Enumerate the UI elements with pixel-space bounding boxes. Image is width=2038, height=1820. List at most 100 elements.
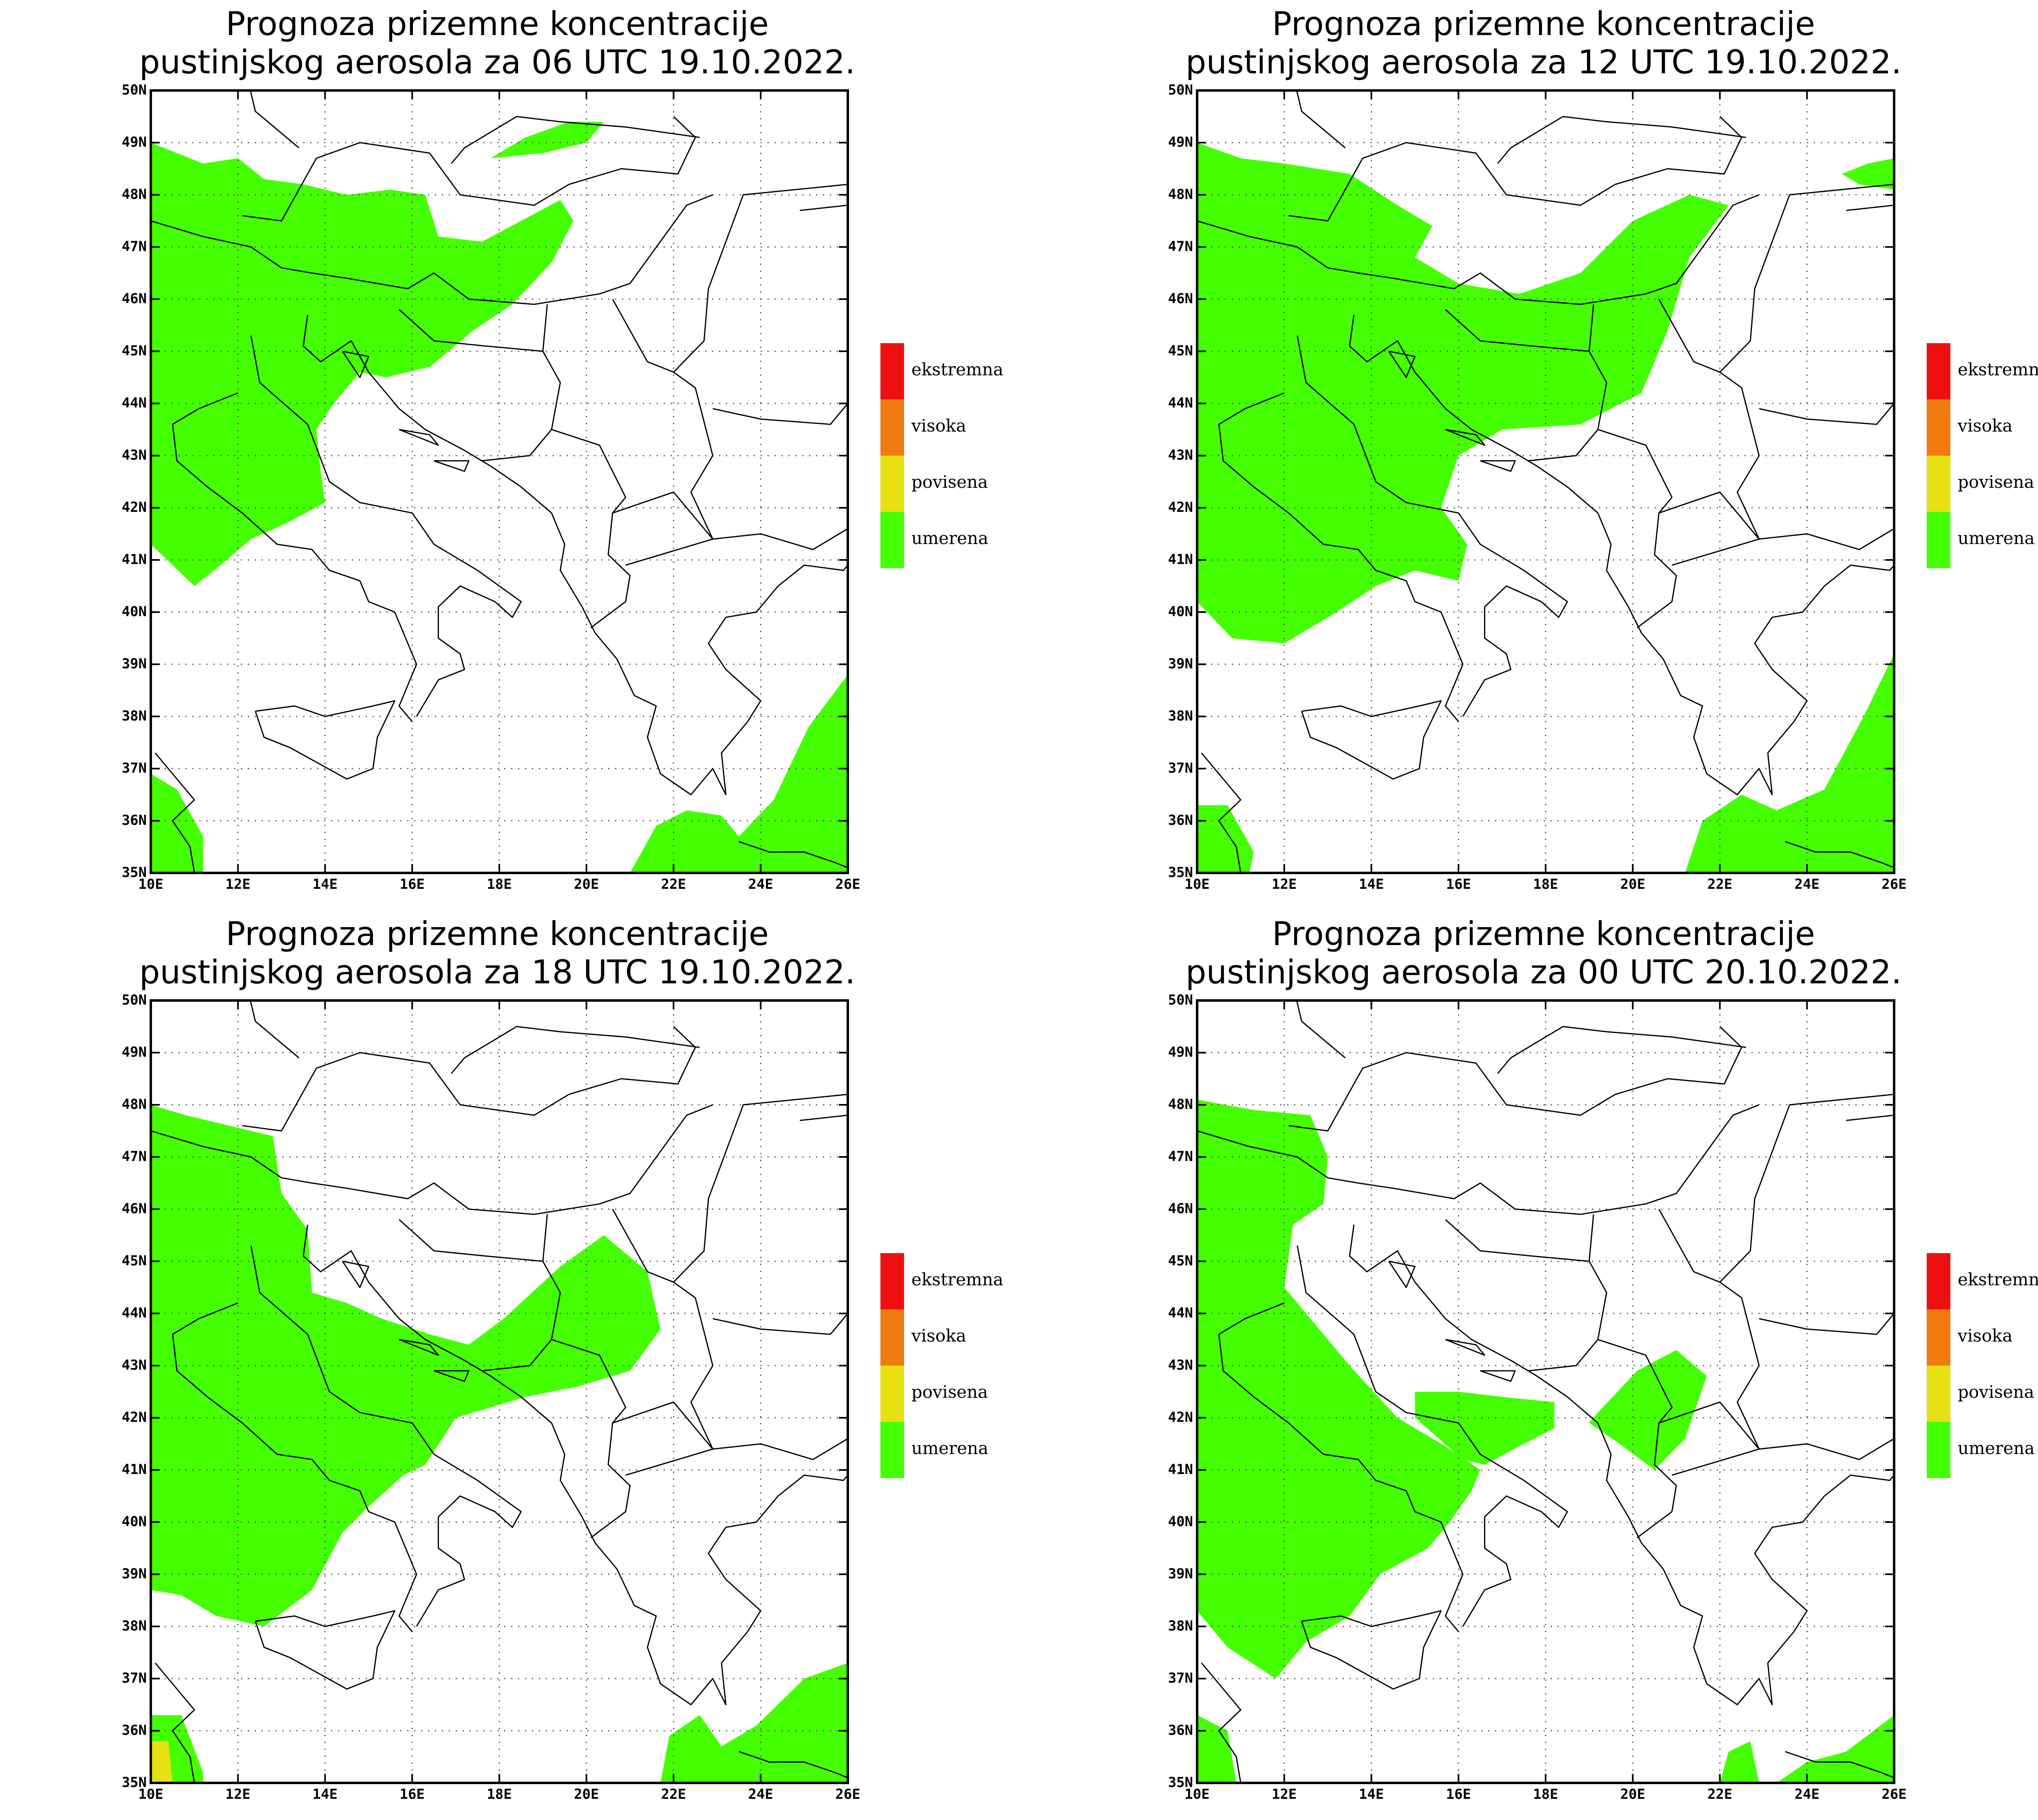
lon-tick-label: 14E bbox=[1359, 1786, 1384, 1802]
coastline-border bbox=[1846, 1115, 1894, 1121]
panel-title-line2: pustinjskog aerosola za 06 UTC 19.10.202… bbox=[139, 43, 856, 81]
lat-tick-label: 38N bbox=[1168, 708, 1193, 724]
coastline-border bbox=[1658, 1209, 1760, 1450]
coastline-border bbox=[1218, 1302, 1464, 1632]
coastline-border bbox=[1719, 1093, 1894, 1283]
lon-tick-label: 20E bbox=[1620, 876, 1645, 892]
coastline-border bbox=[302, 1225, 848, 1705]
lat-tick-label: 35N bbox=[1168, 1774, 1193, 1791]
lat-tick-label: 41N bbox=[121, 551, 147, 568]
legend-label: visoka bbox=[1958, 416, 2013, 436]
lat-tick-label: 40N bbox=[1168, 1514, 1193, 1530]
coastline-border bbox=[1480, 1370, 1516, 1382]
coastline-border bbox=[399, 1339, 439, 1356]
coastline-border bbox=[625, 538, 713, 566]
aerosol-moderate-area bbox=[1685, 654, 1894, 873]
coastline-border bbox=[712, 1313, 848, 1335]
lat-tick-label: 47N bbox=[1168, 238, 1193, 255]
map-area: 50N 49N 48N 47N 46N 45N 44N 43N 42N 41N 40N 39N 38N 3… bbox=[122, 82, 860, 892]
legend-swatch bbox=[1927, 399, 1950, 456]
coastline-border bbox=[1445, 309, 1608, 462]
lon-tick-label: 10E bbox=[138, 1786, 163, 1802]
aerosol-moderate-area bbox=[1589, 1350, 1707, 1470]
lat-tick-label: 49N bbox=[1168, 134, 1193, 150]
coastline-border bbox=[1349, 315, 1894, 795]
lat-tick-label: 43N bbox=[121, 1357, 147, 1373]
lat-tick-label: 44N bbox=[1168, 395, 1193, 411]
lon-tick-label: 16E bbox=[1446, 1786, 1471, 1802]
coastline-border bbox=[673, 183, 848, 373]
lat-tick-label: 35N bbox=[1168, 864, 1193, 881]
aerosol-moderate-area bbox=[1197, 805, 1254, 873]
lat-tick-label: 50N bbox=[121, 82, 147, 98]
lat-tick-label: 43N bbox=[1168, 447, 1193, 463]
coastline-border bbox=[1588, 1214, 1595, 1262]
legend-swatch bbox=[1927, 456, 1950, 512]
legend-label: umerena bbox=[1958, 1438, 2035, 1458]
coastline-border bbox=[434, 1370, 470, 1382]
coastline-border bbox=[1197, 194, 1760, 305]
aerosol-moderate-area bbox=[1415, 1392, 1555, 1465]
lat-tick-label: 36N bbox=[1168, 1722, 1193, 1738]
forecast-panel-00utc: Prognoza prizemne koncentracije pustinjs… bbox=[1046, 910, 2038, 1820]
map-area: 50N 49N 48N 47N 46N 45N 44N 43N 42N 41N 40N 39N 38N 3… bbox=[1168, 82, 1907, 892]
lat-tick-label: 38N bbox=[121, 708, 147, 724]
lon-tick-label: 14E bbox=[1359, 876, 1384, 892]
coastline-border bbox=[255, 700, 395, 780]
legend-swatch bbox=[1927, 343, 1950, 399]
coastline-border bbox=[551, 429, 631, 628]
coastline-border bbox=[1597, 1339, 1677, 1538]
coastline-border bbox=[712, 403, 848, 425]
coastline-border bbox=[302, 315, 848, 795]
lat-tick-label: 37N bbox=[121, 1670, 147, 1686]
legend-label: povisena bbox=[911, 472, 988, 492]
lon-tick-label: 16E bbox=[399, 876, 425, 892]
lon-tick-label: 22E bbox=[661, 876, 686, 892]
panel-title-line2: pustinjskog aerosola za 12 UTC 19.10.202… bbox=[1185, 43, 1902, 81]
coastline-border bbox=[1288, 1026, 1742, 1132]
coastline-border bbox=[1785, 841, 1894, 868]
coastline-border bbox=[1445, 429, 1485, 446]
forecast-panel-12utc: Prognoza prizemne koncentracije pustinjs… bbox=[1046, 0, 2038, 910]
coastline-border bbox=[1445, 1219, 1608, 1372]
aerosol-elevated-area bbox=[151, 1741, 173, 1783]
lat-tick-label: 49N bbox=[121, 1044, 147, 1060]
coastline-border bbox=[1445, 1339, 1485, 1356]
legend-label: ekstremna bbox=[911, 359, 1004, 379]
lat-tick-label: 50N bbox=[121, 992, 147, 1008]
lat-tick-label: 41N bbox=[1168, 1461, 1193, 1478]
legend-label: visoka bbox=[911, 1326, 966, 1346]
lat-tick-label: 36N bbox=[121, 812, 147, 828]
lat-tick-label: 45N bbox=[1168, 1253, 1193, 1269]
lat-tick-label: 49N bbox=[121, 134, 147, 150]
lat-tick-label: 44N bbox=[1168, 1305, 1193, 1321]
lon-tick-label: 24E bbox=[1794, 1786, 1820, 1802]
coastline-border bbox=[1296, 90, 1346, 148]
coastline-border bbox=[342, 1260, 369, 1288]
aerosol-moderate-area bbox=[660, 1663, 848, 1783]
legend: ekstremna visoka povisena umerena bbox=[880, 343, 1043, 568]
legend: ekstremna visoka povisena umerena bbox=[1927, 343, 2038, 568]
coastline-border bbox=[151, 1104, 713, 1215]
map-svg bbox=[1196, 999, 1895, 1784]
forecast-panel-06utc: Prognoza prizemne koncentracije pustinjs… bbox=[0, 0, 1046, 910]
coastline-border bbox=[1301, 1610, 1442, 1690]
coastline-border bbox=[673, 1093, 848, 1283]
lat-tick-label: 38N bbox=[1168, 1618, 1193, 1634]
lon-tick-label: 10E bbox=[1184, 1786, 1210, 1802]
coastline-border bbox=[1588, 304, 1595, 352]
aerosol-moderate-area bbox=[151, 1105, 661, 1626]
coastline-border bbox=[612, 1209, 714, 1450]
lat-tick-label: 39N bbox=[1168, 1566, 1193, 1582]
lon-tick-label: 12E bbox=[225, 1786, 251, 1802]
legend-swatch bbox=[1927, 1253, 1950, 1309]
legend-swatch bbox=[1927, 512, 1950, 568]
coastline-border bbox=[1201, 1662, 1242, 1783]
coastline-border bbox=[1388, 1260, 1416, 1288]
coastline-border bbox=[1388, 350, 1416, 378]
lat-tick-label: 47N bbox=[1168, 1148, 1193, 1165]
coastline-border bbox=[1672, 1448, 1760, 1476]
coastline-border bbox=[172, 392, 417, 722]
coastline-border bbox=[1846, 205, 1894, 211]
lat-tick-label: 40N bbox=[121, 1514, 147, 1530]
